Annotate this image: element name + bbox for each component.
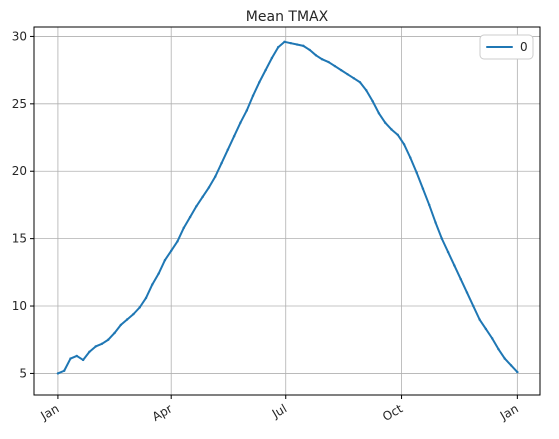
- data-point: [239, 121, 242, 124]
- data-point: [465, 291, 469, 294]
- data-point: [283, 40, 286, 44]
- data-point: [358, 81, 362, 84]
- data-point: [182, 226, 185, 230]
- data-point: [270, 56, 274, 60]
- data-point: [440, 237, 444, 240]
- data-point: [94, 345, 97, 348]
- data-point: [214, 175, 217, 178]
- data-point: [503, 357, 506, 360]
- series-line: [56, 40, 519, 375]
- data-point: [478, 318, 481, 321]
- data-point: [472, 304, 475, 308]
- data-point: [138, 306, 141, 309]
- x-tick-label: Jul: [269, 401, 289, 421]
- data-point: [195, 205, 198, 208]
- data-point: [339, 68, 343, 72]
- x-tick-label: Jan: [497, 401, 521, 423]
- legend: 0: [479, 34, 534, 60]
- data-point: [188, 215, 192, 219]
- x-tick-label: Jan: [38, 401, 62, 423]
- data-point: [453, 264, 456, 267]
- data-point: [295, 43, 299, 46]
- data-point: [207, 186, 211, 189]
- data-point: [308, 48, 311, 52]
- data-point: [497, 347, 500, 351]
- data-point: [371, 99, 374, 103]
- data-point: [346, 72, 349, 76]
- plot-frame: [33, 26, 541, 396]
- y-tick-label: 30: [12, 29, 27, 43]
- data-point: [56, 372, 60, 375]
- data-point: [245, 109, 248, 112]
- data-point: [428, 203, 431, 207]
- data-point: [132, 312, 135, 316]
- ticks-layer: Jan Apr Jul Oct Jan 5 10 15 20 25 30: [12, 29, 521, 424]
- data-point: [409, 156, 412, 159]
- data-point: [69, 357, 72, 360]
- data-point: [81, 358, 85, 362]
- data-point: [446, 250, 450, 254]
- data-point: [63, 369, 66, 372]
- data-point: [421, 187, 425, 190]
- data-point: [352, 77, 355, 80]
- chart-title: Mean TMAX: [246, 9, 329, 25]
- data-point: [176, 240, 179, 243]
- data-point: [163, 259, 167, 262]
- grid-layer: [34, 27, 540, 395]
- y-tick-label: 10: [12, 299, 27, 313]
- series-layer: [56, 40, 519, 375]
- data-point: [333, 64, 337, 68]
- data-point: [258, 81, 261, 84]
- data-point: [125, 318, 129, 321]
- data-point: [365, 89, 368, 92]
- data-point: [264, 68, 267, 72]
- data-point: [327, 60, 330, 64]
- y-tick-label: 15: [12, 232, 27, 246]
- data-point: [119, 323, 123, 327]
- y-tick-label: 20: [12, 164, 27, 178]
- data-point: [144, 296, 148, 300]
- data-point: [509, 364, 513, 367]
- data-point: [415, 171, 418, 174]
- data-point: [289, 41, 292, 45]
- data-point: [232, 134, 236, 138]
- data-point: [75, 354, 79, 358]
- data-point: [151, 283, 154, 286]
- data-point: [484, 327, 488, 331]
- data-point: [314, 54, 318, 57]
- data-point: [226, 148, 230, 151]
- data-point: [170, 249, 173, 252]
- data-point: [100, 342, 104, 345]
- data-point: [107, 338, 110, 341]
- data-point: [251, 94, 255, 97]
- legend-label: 0: [520, 40, 528, 54]
- data-point: [157, 272, 160, 275]
- data-point: [459, 277, 462, 281]
- data-point: [302, 44, 305, 48]
- x-tick-label: Oct: [380, 401, 405, 424]
- data-point: [390, 128, 393, 131]
- y-tick-label: 5: [19, 366, 27, 380]
- data-point: [321, 58, 324, 61]
- y-tick-label: 25: [12, 97, 27, 111]
- data-point: [434, 221, 437, 224]
- data-point: [113, 331, 116, 335]
- data-point: [383, 121, 387, 124]
- data-point: [88, 350, 91, 354]
- data-point: [220, 161, 223, 165]
- data-point: [377, 112, 381, 115]
- data-point: [516, 370, 519, 374]
- data-point: [396, 133, 399, 137]
- data-point: [402, 143, 406, 146]
- x-tick-label: Apr: [150, 401, 175, 424]
- data-point: [490, 337, 494, 340]
- data-point: [201, 195, 204, 199]
- data-point: [276, 46, 280, 49]
